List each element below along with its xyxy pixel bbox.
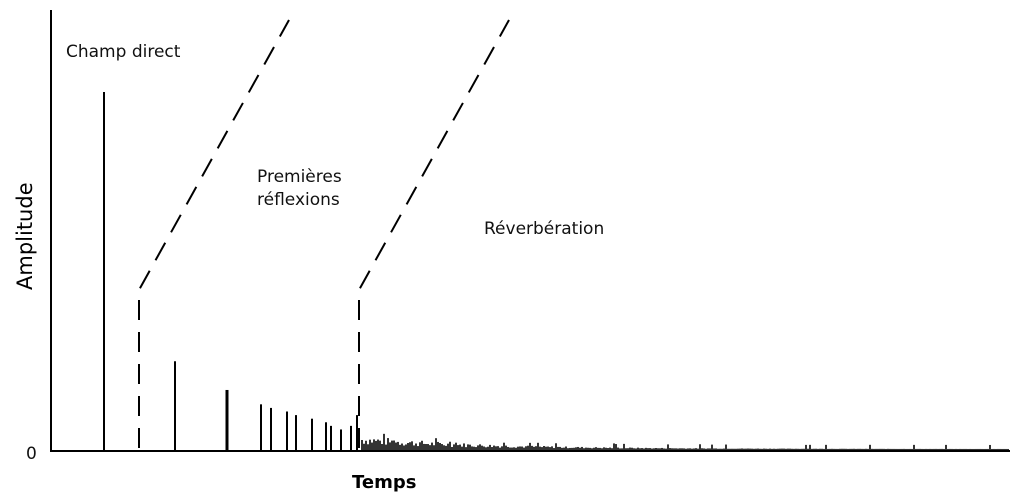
early-reflections-impulses (174, 361, 358, 451)
reverberation-label: Réverbération (484, 219, 604, 239)
y-axis-title: Amplitude (13, 182, 37, 290)
direct-field-label: Champ direct (66, 42, 181, 62)
x-axis-title: Temps (352, 472, 416, 493)
early-reflections-label-2: réflexions (257, 190, 340, 210)
reverberation-tail (361, 433, 1009, 451)
zero-label: 0 (26, 444, 37, 464)
early-reflections-label-1: Premières (257, 167, 342, 187)
reverberation-boundary (358, 19, 510, 448)
early-reflections-boundary (138, 19, 290, 448)
